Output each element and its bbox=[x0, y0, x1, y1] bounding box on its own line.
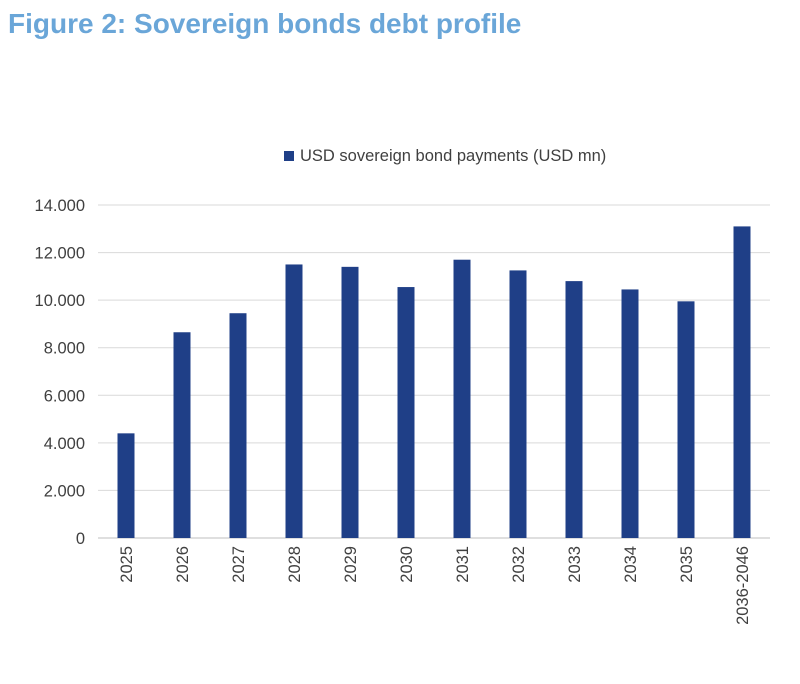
x-tick-label: 2026 bbox=[174, 546, 192, 583]
y-tick-label: 0 bbox=[76, 530, 85, 548]
y-tick-label: 8.000 bbox=[44, 340, 85, 358]
x-tick-label: 2030 bbox=[398, 546, 416, 583]
y-tick-label: 12.000 bbox=[35, 245, 85, 263]
bar bbox=[565, 281, 583, 538]
bar bbox=[453, 259, 471, 538]
y-tick-label: 4.000 bbox=[44, 435, 85, 453]
y-tick-label: 10.000 bbox=[35, 292, 85, 310]
bar bbox=[621, 289, 639, 538]
x-tick-label: 2034 bbox=[622, 546, 640, 583]
gridlines bbox=[98, 204, 770, 491]
x-tick-label: 2035 bbox=[678, 546, 696, 583]
bar bbox=[341, 266, 359, 538]
bar bbox=[173, 332, 191, 538]
figure-title: Figure 2: Sovereign bonds debt profile bbox=[8, 8, 522, 39]
bar bbox=[229, 313, 247, 538]
x-tick-label: 2027 bbox=[230, 546, 248, 583]
x-tick-label: 2029 bbox=[342, 546, 360, 583]
bar bbox=[117, 433, 135, 538]
y-tick-label: 2.000 bbox=[44, 482, 85, 500]
x-axis-tick-labels: 2025 2026 2027 2028 2029 2030 2031 2032 2033 2034… bbox=[118, 546, 752, 625]
legend: USD sovereign bond payments (USD mn) bbox=[284, 147, 606, 165]
bar-series bbox=[117, 226, 751, 538]
legend-label: USD sovereign bond payments (USD mn) bbox=[300, 147, 606, 165]
x-tick-label: 2028 bbox=[286, 546, 304, 583]
y-tick-label: 14.000 bbox=[35, 197, 85, 215]
x-tick-label: 2031 bbox=[454, 546, 472, 583]
bar bbox=[397, 287, 415, 538]
legend-swatch bbox=[284, 151, 294, 161]
x-tick-label: 2032 bbox=[510, 546, 528, 583]
bar bbox=[733, 226, 751, 538]
bar bbox=[677, 301, 695, 538]
x-tick-label: 2033 bbox=[566, 546, 584, 583]
bar bbox=[509, 270, 527, 538]
y-tick-label: 6.000 bbox=[44, 387, 85, 405]
x-tick-label: 2036-2046 bbox=[734, 546, 752, 625]
y-axis-tick-labels: 0 2.000 4.000 6.000 8.000 10.000 12.000 14.000 bbox=[35, 197, 85, 548]
bar bbox=[285, 264, 303, 538]
x-tick-label: 2025 bbox=[118, 546, 136, 583]
